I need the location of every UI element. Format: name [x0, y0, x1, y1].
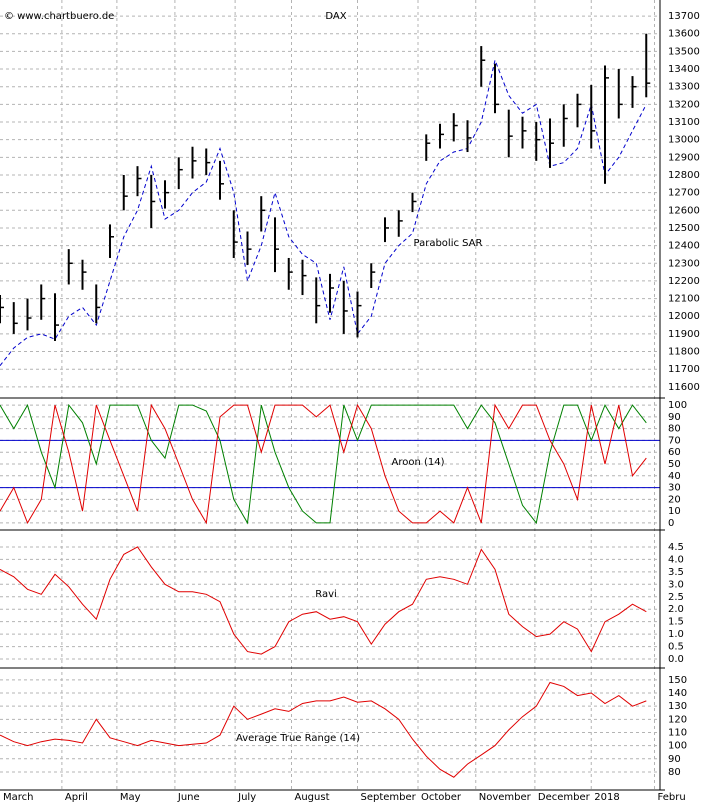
y-tick-label: 70: [668, 435, 681, 446]
y-tick-label: 30: [668, 483, 681, 494]
y-tick-label: 13000: [668, 135, 700, 146]
y-tick-label: 10: [668, 506, 681, 517]
x-tick-label: Febru: [658, 792, 686, 803]
y-tick-label: 2.5: [668, 592, 684, 603]
y-tick-label: 11600: [668, 382, 700, 393]
panel-annotation: Average True Range (14): [236, 733, 360, 744]
x-tick-label: 2018: [594, 792, 619, 803]
y-tick-label: 11900: [668, 329, 700, 340]
x-tick-label: August: [295, 792, 330, 803]
y-tick-label: 80: [668, 767, 681, 778]
y-tick-label: 2.0: [668, 604, 684, 615]
y-tick-label: 12100: [668, 294, 700, 305]
y-tick-label: 12300: [668, 258, 700, 269]
y-tick-label: 90: [668, 754, 681, 765]
y-tick-label: 12900: [668, 152, 700, 163]
y-tick-label: 13200: [668, 99, 700, 110]
y-tick-label: 150: [668, 675, 687, 686]
x-tick-label: June: [177, 792, 200, 803]
x-tick-label: July: [237, 792, 256, 803]
y-tick-label: 3.5: [668, 567, 684, 578]
watermark: © www.chartbuero.de: [4, 11, 114, 22]
y-tick-label: 12400: [668, 241, 700, 252]
y-tick-label: 20: [668, 494, 681, 505]
y-tick-label: 13300: [668, 82, 700, 93]
y-tick-label: 80: [668, 424, 681, 435]
y-tick-label: 12200: [668, 276, 700, 287]
y-tick-label: 60: [668, 447, 681, 458]
y-tick-label: 11800: [668, 347, 700, 358]
y-tick-label: 50: [668, 459, 681, 470]
y-tick-label: 0.5: [668, 642, 684, 653]
y-tick-label: 12000: [668, 311, 700, 322]
y-tick-label: 12500: [668, 223, 700, 234]
x-tick-label: March: [3, 792, 33, 803]
x-tick-label: September: [361, 792, 417, 803]
y-tick-label: 13500: [668, 46, 700, 57]
y-tick-label: 3.0: [668, 579, 684, 590]
y-tick-label: 140: [668, 688, 687, 699]
panel-annotation: Aroon (14): [391, 457, 444, 468]
series-line: [0, 681, 647, 778]
y-tick-label: 100: [668, 741, 687, 752]
series-line: [0, 403, 647, 525]
x-tick-label: October: [421, 792, 462, 803]
y-tick-label: 4.0: [668, 554, 684, 565]
y-tick-label: 0: [668, 518, 674, 529]
series-line: [0, 546, 647, 655]
x-tick-label: December: [538, 792, 591, 803]
x-tick-label: April: [65, 792, 88, 803]
y-tick-label: 130: [668, 701, 687, 712]
y-tick-label: 13400: [668, 64, 700, 75]
y-tick-label: 12800: [668, 170, 700, 181]
y-tick-label: 100: [668, 400, 687, 411]
sar-line: [0, 58, 647, 367]
y-tick-label: 90: [668, 412, 681, 423]
y-tick-label: 4.5: [668, 542, 684, 553]
y-tick-label: 13700: [668, 11, 700, 22]
x-tick-label: May: [120, 792, 141, 803]
chart-title: DAX: [325, 11, 346, 22]
sar-label: Parabolic SAR: [414, 238, 483, 249]
series-line: [0, 403, 647, 525]
y-tick-label: 40: [668, 471, 681, 482]
y-tick-label: 13600: [668, 29, 700, 40]
y-tick-label: 1.0: [668, 629, 684, 640]
panel-annotation: Ravi: [315, 589, 337, 600]
y-tick-label: 1.5: [668, 617, 684, 628]
y-tick-label: 12700: [668, 188, 700, 199]
y-tick-label: 110: [668, 727, 687, 738]
y-tick-label: 13100: [668, 117, 700, 128]
y-tick-label: 12600: [668, 205, 700, 216]
y-tick-label: 120: [668, 714, 687, 725]
y-tick-label: 0.0: [668, 654, 684, 665]
x-tick-label: November: [479, 792, 532, 803]
y-tick-label: 11700: [668, 364, 700, 375]
